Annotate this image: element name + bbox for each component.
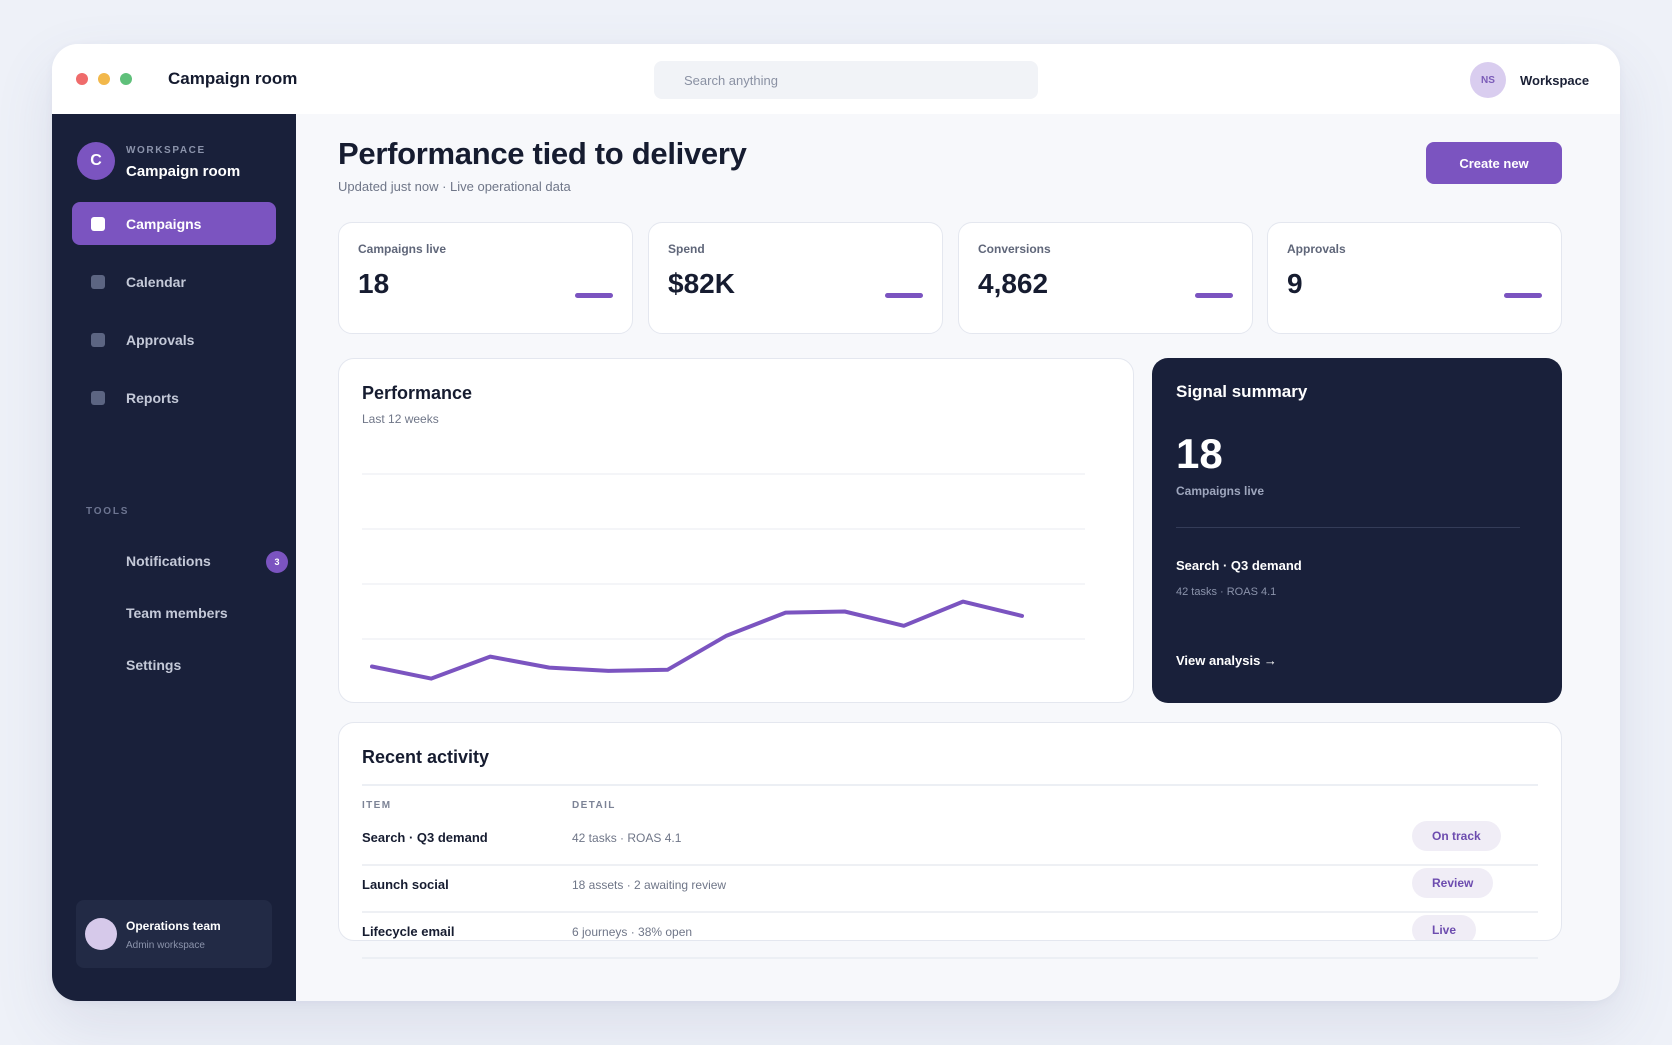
- stat-value: $82K: [668, 268, 735, 299]
- signal-label: Campaigns live: [1176, 484, 1265, 498]
- stat-label: Approvals: [1287, 242, 1346, 256]
- calendar-icon: [91, 275, 105, 289]
- workspace-caption: WORKSPACE: [126, 145, 206, 156]
- sidebar-item-label: Calendar: [126, 274, 186, 290]
- team-avatar: [85, 918, 117, 950]
- status-badge[interactable]: On track: [1412, 821, 1501, 851]
- table-row[interactable]: Lifecycle email 6 journeys · 38% open Li…: [362, 913, 1538, 940]
- workspace-avatar: C: [77, 142, 115, 180]
- table-row[interactable]: Search · Q3 demand 42 tasks · ROAS 4.1 O…: [362, 819, 1538, 866]
- title-bar: Campaign room NS Workspace: [52, 44, 1620, 114]
- activity-title: Recent activity: [362, 747, 490, 767]
- stat-accent-bar: [1504, 293, 1542, 298]
- performance-title: Performance: [362, 383, 473, 403]
- sidebar-item-reports[interactable]: Reports: [72, 376, 276, 419]
- reports-icon: [91, 391, 105, 405]
- performance-series-line: [370, 599, 1024, 681]
- team-subtitle: Admin workspace: [126, 940, 205, 951]
- sidebar-item-team-members[interactable]: Team members: [72, 596, 276, 632]
- view-analysis-link[interactable]: View analysis →: [1176, 653, 1277, 668]
- minimize-window-button[interactable]: [98, 73, 110, 85]
- sidebar-item-calendar[interactable]: Calendar: [72, 260, 276, 303]
- performance-card: Performance Last 12 weeks: [338, 358, 1134, 703]
- maximize-window-button[interactable]: [120, 73, 132, 85]
- sidebar-item-label: Campaigns: [126, 216, 202, 232]
- sidebar-item-label: Team members: [126, 605, 228, 621]
- stat-value: 4,862: [978, 268, 1049, 299]
- divider: [362, 784, 1538, 786]
- app-window: Campaign room NS Workspace C WORKSPACE C…: [52, 44, 1620, 1001]
- column-header-detail: DETAIL: [572, 800, 616, 811]
- workspace-name: Campaign room: [126, 163, 241, 180]
- workspace-switcher[interactable]: Workspace: [1520, 73, 1590, 88]
- stat-accent-bar: [885, 293, 923, 298]
- stat-value: 18: [358, 268, 390, 299]
- page-subtitle: Updated just now · Live operational data: [338, 179, 571, 194]
- search-input[interactable]: [654, 61, 1038, 99]
- stat-label: Campaigns live: [358, 242, 447, 256]
- sidebar-item-label: Reports: [126, 390, 179, 406]
- app-title: Campaign room: [168, 69, 298, 88]
- stat-card-approvals: Approvals 9: [1267, 222, 1562, 334]
- status-badge[interactable]: Review: [1412, 868, 1494, 898]
- sidebar-item-campaigns[interactable]: Campaigns: [72, 202, 276, 245]
- status-badge[interactable]: Live: [1412, 915, 1477, 940]
- column-header-item: ITEM: [362, 800, 392, 811]
- sidebar-item-approvals[interactable]: Approvals: [72, 318, 276, 361]
- approvals-icon: [91, 333, 105, 347]
- sidebar-item-notifications[interactable]: Notifications 3: [72, 544, 288, 580]
- signal-item-title: Search · Q3 demand: [1176, 558, 1302, 573]
- stat-card-conversions: Conversions 4,862: [958, 222, 1253, 334]
- sidebar-item-label: Approvals: [126, 332, 195, 348]
- signal-summary-card: Signal summary 18 Campaigns live Search …: [1152, 358, 1562, 703]
- signal-title: Signal summary: [1176, 382, 1308, 401]
- divider: [1176, 527, 1520, 528]
- performance-subtitle: Last 12 weeks: [362, 412, 439, 426]
- user-avatar[interactable]: NS: [1470, 62, 1506, 98]
- row-detail: 42 tasks · ROAS 4.1: [572, 831, 682, 845]
- stat-accent-bar: [1195, 293, 1233, 298]
- sidebar-item-label: Settings: [126, 657, 182, 673]
- tools-caption: TOOLS: [86, 506, 130, 517]
- stat-card-spend: Spend $82K: [648, 222, 943, 334]
- campaigns-icon: [91, 217, 105, 231]
- stat-value: 9: [1287, 268, 1303, 299]
- sidebar-item-settings[interactable]: Settings: [72, 648, 276, 684]
- close-window-button[interactable]: [76, 73, 88, 85]
- create-new-button[interactable]: Create new: [1426, 142, 1562, 184]
- team-name: Operations team: [126, 919, 221, 933]
- stat-label: Spend: [668, 242, 705, 256]
- stat-label: Conversions: [978, 242, 1051, 256]
- row-detail: 6 journeys · 38% open: [572, 925, 693, 939]
- row-item: Search · Q3 demand: [362, 830, 488, 845]
- performance-chart: [362, 473, 1085, 681]
- table-row[interactable]: Launch social 18 assets · 2 awaiting rev…: [362, 866, 1538, 913]
- recent-activity-card: Recent activity ITEM DETAIL Search · Q3 …: [338, 722, 1562, 941]
- divider: [362, 957, 1538, 959]
- notification-count-badge: 3: [266, 551, 288, 573]
- team-card[interactable]: Operations team Admin workspace: [76, 900, 272, 968]
- sidebar: C WORKSPACE Campaign room Campaigns Cale…: [52, 114, 296, 1001]
- stat-card-campaigns-live: Campaigns live 18: [338, 222, 633, 334]
- signal-value: 18: [1176, 430, 1223, 477]
- stat-accent-bar: [575, 293, 613, 298]
- page-title: Performance tied to delivery: [338, 136, 747, 171]
- row-detail: 18 assets · 2 awaiting review: [572, 878, 727, 892]
- sidebar-item-label: Notifications: [126, 553, 211, 569]
- signal-item-detail: 42 tasks · ROAS 4.1: [1176, 586, 1277, 598]
- row-item: Launch social: [362, 877, 449, 892]
- row-item: Lifecycle email: [362, 924, 455, 939]
